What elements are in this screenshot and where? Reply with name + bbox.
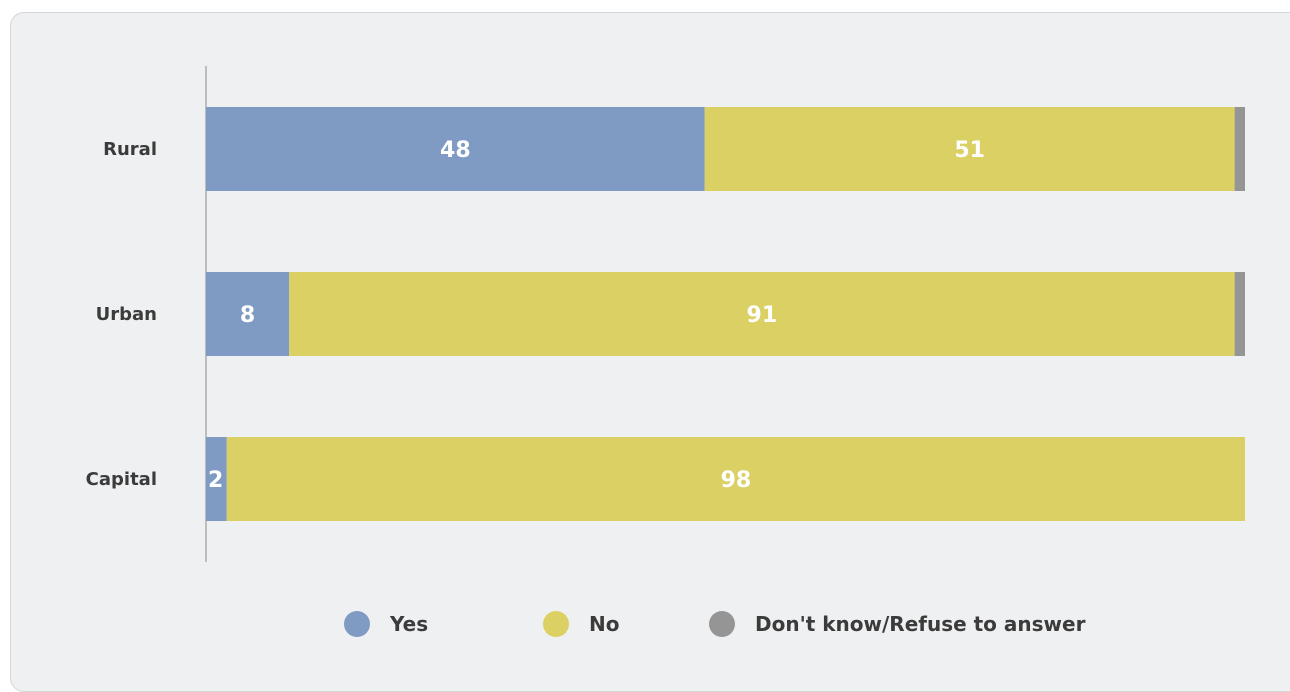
stacked-bar-chart: Rural 48 51 Urban 8 91 Capital 2 98 Yes No Don't kn… [86, 66, 1245, 637]
bar-segment-yes [206, 272, 290, 356]
legend-label: Yes [389, 612, 428, 636]
legend-label: No [589, 612, 619, 636]
bar-segment-no [289, 272, 1235, 356]
bar-segment-don-t-know-refuse-to-answer [1234, 107, 1245, 191]
legend-marker [344, 611, 370, 637]
legend-label: Don't know/Refuse to answer [755, 612, 1086, 636]
legend-marker [543, 611, 569, 637]
data-label: 51 [954, 138, 985, 163]
bar-segment-no [704, 107, 1235, 191]
bar-segment-yes [206, 437, 227, 521]
category-label: Capital [86, 469, 157, 490]
data-label: 98 [721, 468, 752, 493]
data-label: 2 [208, 468, 223, 493]
bar-segment-don-t-know-refuse-to-answer [1234, 272, 1245, 356]
data-label: 48 [440, 138, 471, 163]
bar-segment-no [226, 437, 1245, 521]
data-label: 91 [747, 303, 778, 328]
legend-marker [709, 611, 735, 637]
category-label: Urban [96, 304, 157, 325]
bar-segment-yes [206, 107, 705, 191]
data-label: 8 [240, 303, 255, 328]
category-label: Rural [103, 139, 157, 160]
